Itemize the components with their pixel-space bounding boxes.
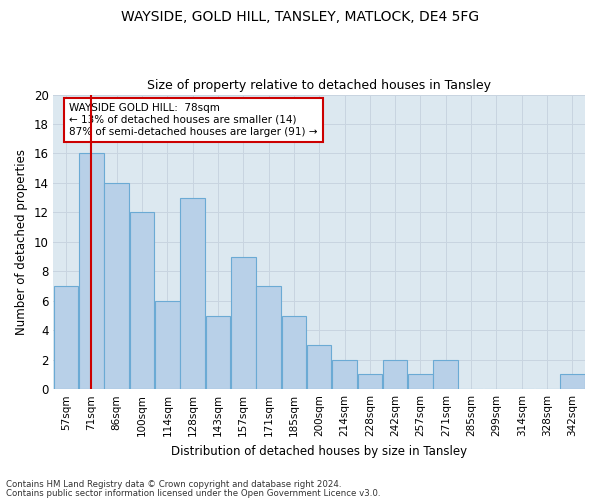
Title: Size of property relative to detached houses in Tansley: Size of property relative to detached ho… (147, 79, 491, 92)
Bar (307, 345, 331, 389)
Bar (181, 198, 205, 389)
Text: Contains public sector information licensed under the Open Government Licence v3: Contains public sector information licen… (6, 488, 380, 498)
Bar (54, 286, 79, 389)
Y-axis label: Number of detached properties: Number of detached properties (15, 149, 28, 335)
Bar (231, 256, 256, 389)
Bar (408, 374, 433, 389)
Bar (130, 212, 154, 389)
Text: WAYSIDE, GOLD HILL, TANSLEY, MATLOCK, DE4 5FG: WAYSIDE, GOLD HILL, TANSLEY, MATLOCK, DE… (121, 10, 479, 24)
Bar (560, 374, 584, 389)
Bar (433, 360, 458, 389)
Text: WAYSIDE GOLD HILL:  78sqm
← 13% of detached houses are smaller (14)
87% of semi-: WAYSIDE GOLD HILL: 78sqm ← 13% of detach… (70, 104, 318, 136)
Text: Contains HM Land Registry data © Crown copyright and database right 2024.: Contains HM Land Registry data © Crown c… (6, 480, 341, 489)
Bar (206, 316, 230, 389)
Bar (256, 286, 281, 389)
Bar (281, 316, 306, 389)
Bar (104, 183, 129, 389)
Bar (383, 360, 407, 389)
Bar (332, 360, 357, 389)
Bar (155, 301, 179, 389)
X-axis label: Distribution of detached houses by size in Tansley: Distribution of detached houses by size … (171, 444, 467, 458)
Bar (358, 374, 382, 389)
Bar (79, 154, 104, 389)
